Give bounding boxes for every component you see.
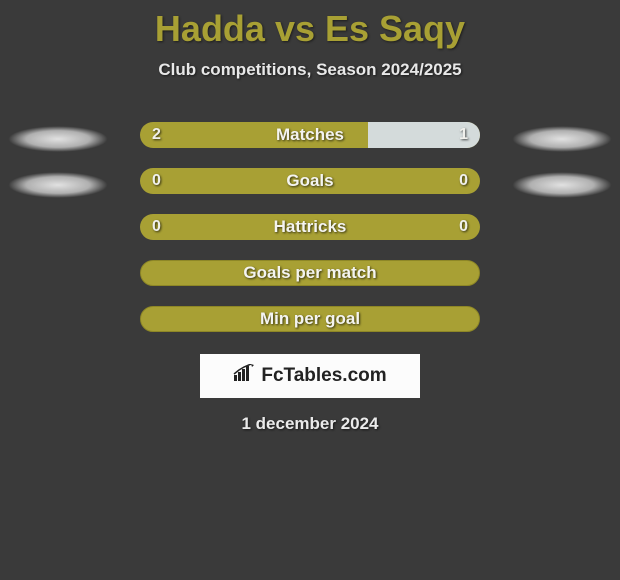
subtitle: Club competitions, Season 2024/2025 [0,60,620,80]
comparison-row: Min per goal [0,296,620,342]
comparison-rows: 21Matches 00Goals 00Hattricks Goals per mat… [0,112,620,342]
stat-bar: 00Hattricks [140,214,480,240]
player-shadow-right [512,172,612,198]
stat-label: Matches [140,122,480,148]
chart-icon [233,364,255,388]
comparison-row: 00Hattricks [0,204,620,250]
stat-label: Hattricks [140,214,480,240]
player-shadow-left [8,126,108,152]
comparison-row: Goals per match [0,250,620,296]
stat-label: Goals per match [141,261,479,285]
date-label: 1 december 2024 [0,414,620,434]
stat-bar: 00Goals [140,168,480,194]
logo-box: FcTables.com [200,354,420,398]
stat-label: Goals [140,168,480,194]
comparison-row: 21Matches [0,112,620,158]
stat-bar: Min per goal [140,306,480,332]
stat-bar: 21Matches [140,122,480,148]
player-shadow-left [8,172,108,198]
logo-text: FcTables.com [261,365,386,387]
stat-bar: Goals per match [140,260,480,286]
logo: FcTables.com [233,364,386,388]
stat-label: Min per goal [141,307,479,331]
page-title: Hadda vs Es Saqy [0,0,620,50]
comparison-row: 00Goals [0,158,620,204]
player-shadow-right [512,126,612,152]
